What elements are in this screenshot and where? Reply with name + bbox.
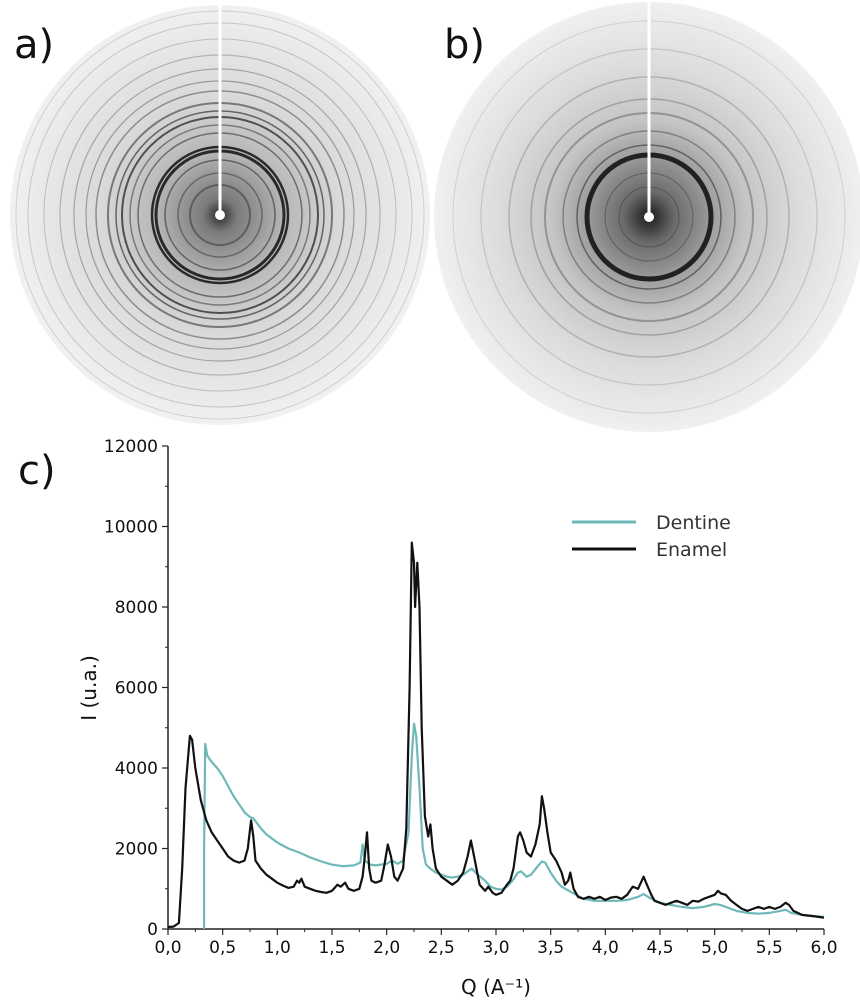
beam-center bbox=[644, 212, 654, 222]
intensity-chart: 0,0 0,5 1,0 1,5 2,0 2,5 3,0 3,5 4,0 4,5 5,0 5,5 6,0 … bbox=[77, 437, 838, 999]
x-tick-label: 5,5 bbox=[756, 938, 783, 958]
x-tick-label: 6,0 bbox=[810, 938, 837, 958]
x-tick-label: 2,0 bbox=[373, 938, 400, 958]
y-tick-label: 8000 bbox=[115, 598, 158, 618]
y-tick-label: 0 bbox=[147, 920, 158, 940]
series-line-dentine bbox=[203, 722, 825, 929]
legend-label-enamel: Enamel bbox=[656, 539, 727, 561]
x-tick-label: 1,0 bbox=[264, 938, 291, 958]
x-tick-label: 5,0 bbox=[701, 938, 728, 958]
x-tick-label: 0,5 bbox=[209, 938, 236, 958]
y-tick-label: 4000 bbox=[115, 759, 158, 779]
panel-c-label: c) bbox=[18, 448, 56, 494]
diffraction-pattern-dentine bbox=[434, 2, 860, 432]
beamstop bbox=[218, 0, 222, 215]
x-tick-label: 3,5 bbox=[537, 938, 564, 958]
diffraction-pattern-enamel bbox=[10, 0, 430, 425]
x-axis-title: Q (A⁻¹) bbox=[461, 975, 531, 999]
panel-a-label: a) bbox=[14, 22, 55, 68]
beam-center bbox=[215, 210, 225, 220]
x-tick-label: 3,0 bbox=[482, 938, 509, 958]
beamstop bbox=[647, 2, 651, 217]
series-line-enamel bbox=[167, 541, 825, 929]
chart-legend: Dentine Enamel bbox=[572, 512, 731, 561]
x-tick-label: 2,5 bbox=[428, 938, 455, 958]
x-tick-label: 0,0 bbox=[154, 938, 181, 958]
y-tick-label: 6000 bbox=[115, 679, 158, 699]
y-tick-label: 10000 bbox=[104, 518, 158, 538]
y-axis-title: I (u.a.) bbox=[77, 655, 101, 721]
x-tick-label: 4,0 bbox=[592, 938, 619, 958]
x-tick-label: 4,5 bbox=[646, 938, 673, 958]
y-tick-label: 12000 bbox=[104, 437, 158, 457]
legend-label-dentine: Dentine bbox=[656, 512, 731, 534]
panel-b-label: b) bbox=[444, 22, 485, 68]
x-tick-label: 1,5 bbox=[318, 938, 345, 958]
y-tick-label: 2000 bbox=[115, 840, 158, 860]
